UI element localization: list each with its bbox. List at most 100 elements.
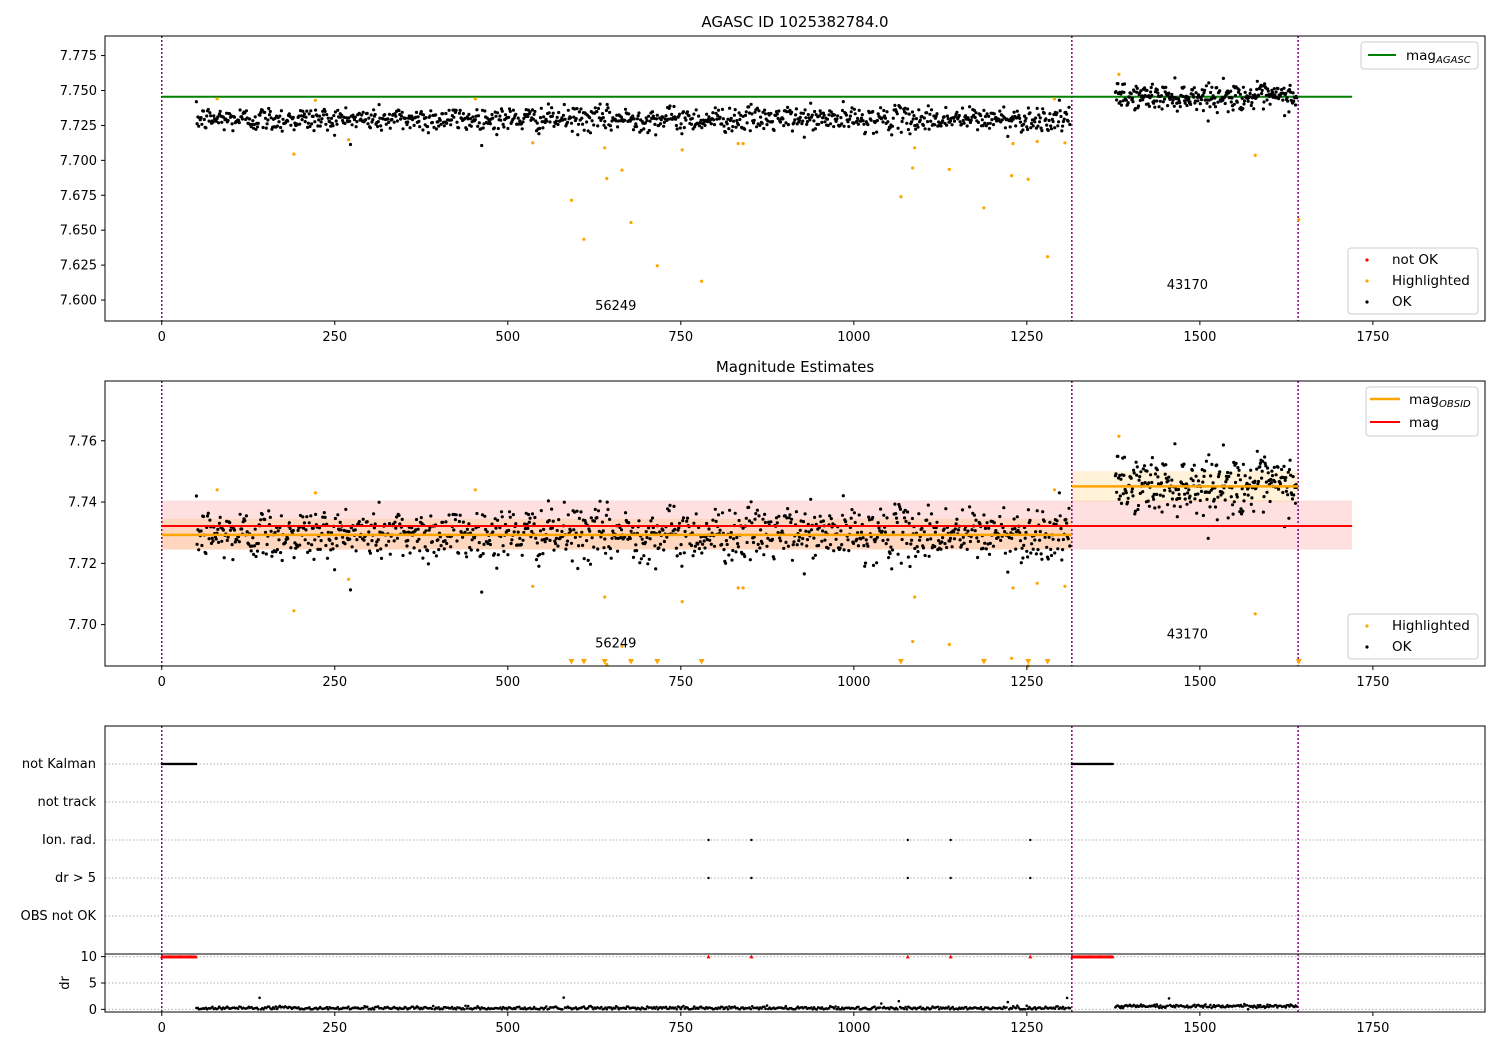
ok-point bbox=[467, 522, 471, 526]
ok-point bbox=[1215, 111, 1219, 115]
ok-point bbox=[288, 526, 292, 531]
ok-point bbox=[1003, 551, 1008, 555]
ok-point bbox=[605, 102, 609, 107]
ok-point bbox=[476, 548, 480, 552]
ok-point bbox=[1124, 98, 1128, 102]
ok-point bbox=[291, 115, 295, 119]
ok-point bbox=[500, 515, 504, 519]
ok-point bbox=[330, 542, 334, 546]
dr-point bbox=[297, 1006, 300, 1009]
ok-point bbox=[535, 121, 539, 125]
ok-point bbox=[1264, 464, 1268, 468]
ok-point bbox=[1158, 99, 1162, 103]
ok-point bbox=[812, 119, 816, 123]
ok-point bbox=[794, 113, 798, 117]
ok-point bbox=[490, 112, 494, 117]
ok-point bbox=[254, 127, 258, 131]
flag-label-not-track: not track bbox=[37, 795, 96, 810]
ok-point bbox=[821, 519, 826, 523]
ok-point bbox=[978, 522, 982, 526]
legend-mag-agasc: magAGASC bbox=[1406, 48, 1471, 66]
ok-point bbox=[326, 116, 330, 120]
ok-point bbox=[1282, 86, 1286, 90]
flag-label-obs-not-ok: OBS not OK bbox=[21, 909, 97, 924]
ok-point bbox=[649, 519, 653, 523]
ok-point bbox=[476, 114, 481, 118]
ok-point bbox=[228, 528, 233, 532]
ok-point bbox=[900, 537, 904, 542]
ok-point bbox=[279, 514, 283, 518]
ok-point bbox=[963, 527, 967, 532]
ok-point bbox=[814, 113, 818, 117]
ok-point bbox=[302, 521, 306, 525]
ok-point bbox=[1209, 90, 1213, 95]
ok-point bbox=[379, 556, 384, 561]
ok-point bbox=[418, 125, 422, 129]
ok-point bbox=[1022, 543, 1026, 548]
ok-point bbox=[481, 126, 485, 130]
ok-point bbox=[550, 507, 554, 511]
ok-point bbox=[291, 528, 295, 533]
highlighted-point bbox=[629, 220, 633, 225]
dr-point bbox=[1042, 1007, 1046, 1010]
ok-point bbox=[950, 545, 954, 549]
ok-point bbox=[890, 133, 894, 137]
ok-point bbox=[418, 549, 422, 553]
ok-point bbox=[1213, 96, 1217, 100]
ok-point bbox=[609, 556, 613, 560]
ok-point bbox=[267, 113, 272, 117]
ok-point bbox=[917, 108, 921, 112]
ok-point bbox=[1014, 547, 1018, 551]
ok-point bbox=[423, 545, 427, 549]
ok-point bbox=[313, 120, 317, 124]
ok-point bbox=[921, 123, 926, 127]
ok-point bbox=[706, 117, 710, 122]
ok-point bbox=[772, 128, 776, 132]
ok-point bbox=[580, 530, 584, 534]
ok-point bbox=[496, 518, 500, 522]
ok-point bbox=[595, 516, 599, 520]
ok-point bbox=[857, 108, 861, 112]
highlighted-point bbox=[473, 97, 477, 101]
ok-point bbox=[1285, 96, 1289, 100]
ok-point bbox=[631, 128, 636, 132]
ok-point bbox=[599, 535, 603, 539]
ok-point bbox=[526, 114, 530, 119]
dr-point bbox=[919, 1005, 922, 1009]
ok-point bbox=[1263, 455, 1267, 459]
ok-point bbox=[379, 128, 384, 132]
dr-point bbox=[1056, 1005, 1059, 1008]
ok-point bbox=[321, 515, 325, 519]
out-of-range-marker bbox=[1295, 659, 1302, 665]
ok-point bbox=[1287, 468, 1292, 472]
ok-point bbox=[441, 112, 445, 116]
ok-point bbox=[331, 124, 335, 128]
ok-point bbox=[317, 118, 321, 122]
ok-point bbox=[677, 112, 682, 116]
ok-point bbox=[1061, 548, 1065, 552]
highlighted-point bbox=[605, 662, 609, 667]
ok-point bbox=[1000, 118, 1004, 122]
ok-point bbox=[661, 115, 665, 119]
ok-point bbox=[797, 539, 801, 543]
ok-point bbox=[1187, 488, 1191, 492]
ok-point bbox=[775, 521, 779, 525]
ok-point bbox=[855, 537, 859, 541]
ok-point bbox=[974, 111, 978, 115]
ok-point bbox=[668, 503, 672, 507]
ok-point bbox=[550, 114, 555, 118]
ok-point bbox=[907, 521, 911, 525]
ok-point bbox=[441, 520, 445, 524]
ok-point bbox=[952, 119, 957, 123]
ok-point bbox=[960, 508, 965, 512]
ok-point bbox=[333, 516, 337, 521]
ok-point bbox=[475, 511, 479, 516]
ok-point bbox=[997, 117, 1001, 121]
ok-point bbox=[1175, 515, 1179, 519]
ok-point bbox=[264, 126, 268, 130]
ok-point bbox=[444, 111, 448, 116]
ok-point bbox=[888, 551, 892, 556]
ok-point bbox=[1207, 490, 1211, 494]
ok-point bbox=[538, 116, 543, 120]
ok-point bbox=[452, 528, 456, 532]
